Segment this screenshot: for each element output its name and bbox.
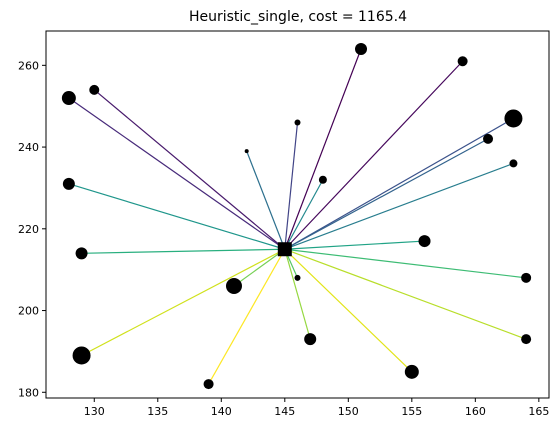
y-tick-label: 220: [18, 223, 39, 236]
data-point: [509, 159, 518, 168]
data-point: [521, 334, 532, 345]
edge-line: [284, 60, 464, 250]
data-point: [318, 175, 327, 184]
y-tick-label: 260: [18, 59, 39, 72]
edge-layer: [68, 48, 527, 385]
data-point: [294, 274, 301, 281]
edge-line: [284, 240, 425, 250]
data-point: [483, 133, 494, 144]
point-layer: [61, 42, 532, 390]
edge-line: [284, 162, 514, 250]
edge-line: [284, 48, 362, 250]
data-point: [244, 149, 249, 154]
edge-line: [284, 179, 324, 250]
data-point: [418, 235, 431, 248]
y-tick-label: 200: [18, 305, 39, 318]
edge-line: [284, 122, 299, 250]
edge-line: [93, 89, 286, 250]
y-tick-label: 180: [18, 386, 39, 399]
data-point: [294, 119, 301, 126]
edge-line: [284, 248, 527, 279]
edge-line: [246, 150, 286, 250]
x-axis: 130 135 140 145 150 155 160 165: [84, 398, 549, 418]
hub-marker: [277, 242, 292, 257]
data-point: [72, 346, 91, 365]
y-axis: 180 200 220 240 260: [18, 59, 46, 399]
edge-line: [81, 248, 286, 357]
edge-line: [284, 117, 514, 250]
edge-line: [233, 248, 286, 287]
x-tick-label: 140: [211, 405, 232, 418]
data-point: [457, 56, 468, 67]
x-tick-label: 165: [528, 405, 549, 418]
edge-line: [284, 138, 489, 250]
hub-layer: [277, 242, 292, 257]
edge-line: [68, 97, 286, 250]
data-point: [355, 42, 368, 55]
data-point: [61, 91, 76, 106]
data-point: [203, 379, 214, 390]
edge-line: [284, 248, 527, 340]
x-tick-label: 160: [465, 405, 486, 418]
y-tick-label: 240: [18, 141, 39, 154]
data-point: [504, 109, 523, 128]
data-point: [521, 272, 532, 283]
plot-frame: [45, 30, 550, 399]
data-point: [75, 247, 88, 260]
edge-line: [68, 183, 285, 250]
x-tick-label: 145: [274, 405, 295, 418]
data-point: [225, 278, 242, 295]
edge-line: [208, 248, 286, 385]
data-point: [304, 333, 317, 346]
x-tick-label: 135: [147, 405, 168, 418]
edge-line: [284, 248, 413, 373]
edge-line: [284, 249, 311, 340]
x-tick-label: 150: [338, 405, 359, 418]
data-point: [404, 364, 419, 379]
data-point: [89, 84, 100, 95]
x-tick-label: 130: [84, 405, 105, 418]
edge-line: [81, 248, 285, 254]
data-point: [62, 177, 75, 190]
x-tick-label: 155: [401, 405, 422, 418]
chart-title: Heuristic_single, cost = 1165.4: [189, 9, 407, 25]
